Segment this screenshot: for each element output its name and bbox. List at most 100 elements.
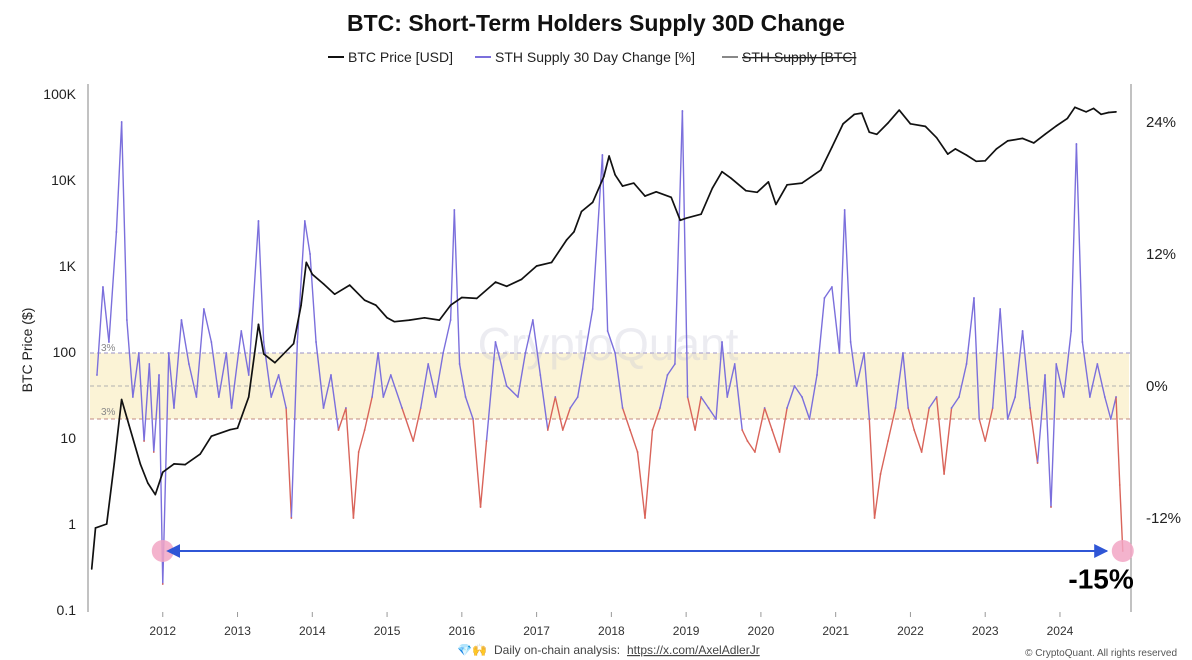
sth-segment bbox=[126, 319, 134, 398]
price-point bbox=[924, 125, 927, 128]
price-point bbox=[853, 113, 856, 116]
price-point bbox=[861, 112, 863, 114]
y-right-tick-label: 12% bbox=[1146, 246, 1176, 263]
sth-point bbox=[879, 473, 882, 475]
sth-segment bbox=[1115, 396, 1121, 486]
price-point bbox=[147, 482, 149, 484]
sth-segment bbox=[337, 407, 347, 431]
price-point bbox=[898, 109, 901, 111]
sth-point bbox=[681, 110, 684, 112]
sth-segment bbox=[984, 407, 994, 442]
sth-point bbox=[210, 341, 213, 343]
sth-segment bbox=[1081, 341, 1091, 398]
sth-segment bbox=[1050, 363, 1057, 508]
sth-point bbox=[763, 407, 766, 409]
x-tick-label: 2013 bbox=[224, 624, 251, 638]
sth-point bbox=[517, 396, 519, 398]
price-point bbox=[305, 261, 308, 264]
sth-segment bbox=[427, 363, 437, 398]
sth-segment bbox=[887, 407, 897, 442]
sth-segment bbox=[263, 341, 272, 398]
price-point bbox=[210, 435, 213, 437]
sth-point bbox=[285, 407, 288, 409]
price-point bbox=[449, 304, 452, 307]
legend: BTC Price [USD] STH Supply 30 Day Change … bbox=[328, 49, 856, 65]
x-tick-label: 2022 bbox=[897, 624, 924, 638]
sth-point bbox=[686, 396, 689, 398]
price-point bbox=[730, 177, 732, 179]
sth-segment bbox=[485, 341, 497, 442]
sth-point bbox=[554, 396, 557, 398]
price-point bbox=[655, 190, 658, 193]
price-point bbox=[247, 396, 250, 398]
y-left-tick-label: 1 bbox=[68, 516, 76, 532]
sth-point bbox=[823, 297, 826, 299]
x-tick-label: 2021 bbox=[822, 624, 849, 638]
sth-segment bbox=[1070, 143, 1078, 332]
sth-point bbox=[1062, 396, 1065, 398]
sth-segment bbox=[143, 363, 151, 442]
price-point bbox=[128, 424, 130, 427]
sth-segment bbox=[950, 396, 960, 409]
sth-segment bbox=[700, 396, 710, 409]
sth-segment bbox=[330, 374, 340, 431]
sth-segment bbox=[240, 330, 250, 376]
sth-segment bbox=[935, 396, 945, 475]
sth-point bbox=[1006, 418, 1009, 420]
x-tick-label: 2014 bbox=[299, 624, 326, 638]
price-point bbox=[679, 219, 681, 222]
sth-segment bbox=[1055, 363, 1065, 398]
sth-point bbox=[225, 352, 228, 354]
sth-segment bbox=[210, 341, 220, 398]
sth-point bbox=[629, 429, 631, 431]
price-point bbox=[831, 146, 833, 149]
sth-segment bbox=[401, 407, 414, 442]
sth-point bbox=[195, 396, 198, 398]
sth-point bbox=[148, 363, 151, 365]
sth-segment bbox=[1089, 363, 1099, 398]
y-right-tick-label: -12% bbox=[1146, 510, 1181, 527]
footer-link[interactable]: https://x.com/AxelAdlerJr bbox=[627, 643, 760, 657]
x-tick-label: 2019 bbox=[673, 624, 700, 638]
price-point bbox=[494, 281, 497, 283]
sth-point bbox=[96, 374, 98, 376]
x-tick-label: 2016 bbox=[448, 624, 475, 638]
sth-segment bbox=[442, 319, 452, 354]
sth-point bbox=[1075, 143, 1078, 145]
sth-segment bbox=[390, 374, 403, 409]
sth-segment bbox=[801, 396, 811, 420]
sth-point bbox=[296, 341, 299, 343]
sth-segment bbox=[472, 418, 482, 508]
sth-segment bbox=[290, 341, 299, 519]
sth-point bbox=[808, 418, 811, 420]
price-series bbox=[90, 106, 1117, 570]
sth-point bbox=[1070, 330, 1073, 332]
sth-segment bbox=[958, 363, 968, 398]
band-upper-label: 3% bbox=[101, 343, 116, 354]
sth-point bbox=[894, 407, 897, 409]
y-left-tick-label: 1K bbox=[59, 258, 77, 274]
sth-point bbox=[322, 407, 325, 409]
price-point bbox=[947, 153, 949, 155]
sth-segment bbox=[345, 407, 355, 519]
sth-point bbox=[464, 396, 467, 398]
sth-segment bbox=[449, 209, 456, 321]
sth-point bbox=[546, 429, 549, 431]
sth-point bbox=[999, 308, 1002, 310]
price-point bbox=[591, 201, 594, 204]
sth-segment bbox=[1014, 330, 1024, 398]
sth-point bbox=[674, 363, 676, 365]
sth-point bbox=[601, 154, 604, 156]
sth-point bbox=[427, 363, 430, 365]
sth-segment bbox=[721, 341, 728, 398]
x-tick-label: 2018 bbox=[598, 624, 625, 638]
sth-point bbox=[636, 451, 639, 453]
sth-segment bbox=[203, 308, 213, 343]
sth-segment bbox=[606, 330, 616, 354]
sth-segment bbox=[601, 154, 609, 332]
sth-segment bbox=[120, 121, 128, 321]
sth-segment bbox=[902, 352, 909, 409]
sth-point bbox=[1044, 374, 1046, 376]
price-point bbox=[984, 160, 987, 162]
sth-segment bbox=[505, 385, 519, 398]
